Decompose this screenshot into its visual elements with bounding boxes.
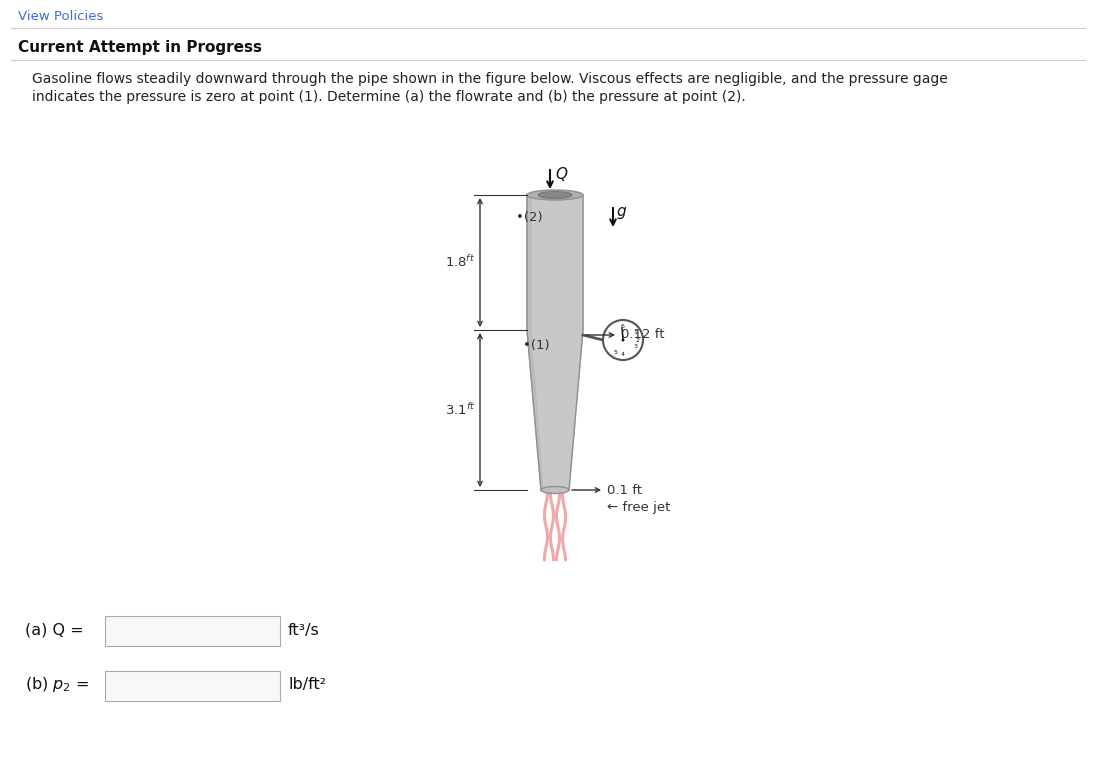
- Ellipse shape: [527, 190, 583, 200]
- Circle shape: [621, 338, 625, 341]
- Text: (a) Q =: (a) Q =: [25, 622, 83, 638]
- Text: (b) $p_2$ =: (b) $p_2$ =: [25, 676, 89, 695]
- Text: lb/ft²: lb/ft²: [288, 677, 326, 692]
- Text: 2: 2: [635, 337, 639, 343]
- FancyBboxPatch shape: [105, 616, 279, 646]
- Text: •(2): •(2): [516, 211, 543, 223]
- Text: Gasoline flows steadily downward through the pipe shown in the figure below. Vis: Gasoline flows steadily downward through…: [32, 72, 948, 86]
- Text: 6: 6: [621, 324, 625, 328]
- Ellipse shape: [541, 486, 569, 493]
- Ellipse shape: [538, 192, 572, 198]
- Text: View Policies: View Policies: [18, 10, 103, 23]
- Text: 1: 1: [633, 331, 637, 335]
- Text: 5: 5: [614, 350, 618, 355]
- Text: 4: 4: [621, 351, 625, 356]
- Text: 0.12 ft: 0.12 ft: [621, 328, 664, 341]
- Text: 0.1 ft: 0.1 ft: [607, 483, 642, 496]
- FancyBboxPatch shape: [105, 671, 279, 701]
- Text: indicates the pressure is zero at point (1). Determine (a) the flowrate and (b) : indicates the pressure is zero at point …: [32, 90, 745, 104]
- Polygon shape: [527, 195, 543, 490]
- Circle shape: [603, 320, 643, 360]
- Text: ← free jet: ← free jet: [607, 502, 671, 515]
- Text: ft³/s: ft³/s: [288, 622, 320, 638]
- Text: Current Attempt in Progress: Current Attempt in Progress: [18, 40, 262, 55]
- Text: 3.1$^{ft}$: 3.1$^{ft}$: [445, 402, 475, 418]
- Polygon shape: [527, 195, 583, 490]
- Text: 3: 3: [633, 344, 637, 350]
- Text: •(1): •(1): [524, 338, 550, 351]
- Text: 1.8$^{ft}$: 1.8$^{ft}$: [445, 255, 475, 271]
- Text: $g$: $g$: [616, 205, 627, 221]
- Text: $Q$: $Q$: [555, 165, 569, 183]
